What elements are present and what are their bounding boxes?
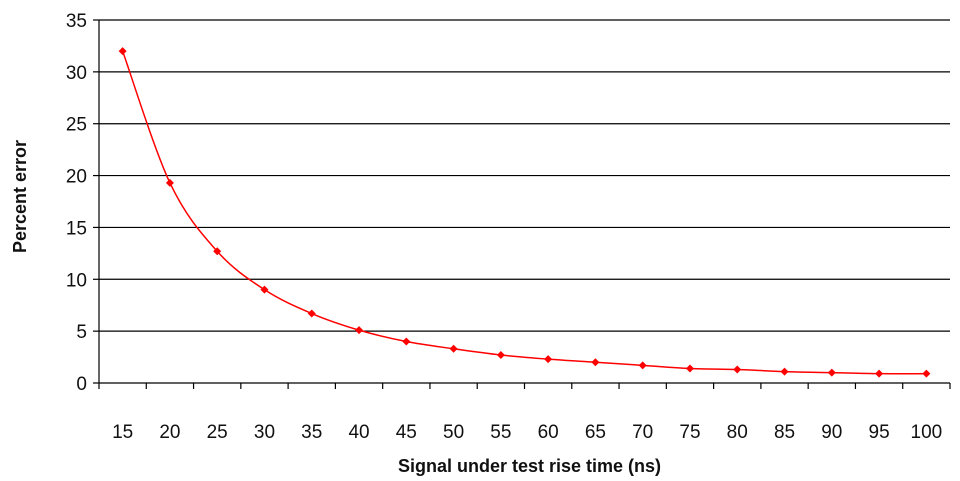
x-tick-label: 90 [821, 422, 842, 443]
data-point [497, 351, 505, 359]
x-tick-label: 15 [112, 422, 133, 443]
x-tick-label: 25 [207, 422, 228, 443]
y-tick-label: 35 [66, 11, 87, 32]
y-axis-ticks: 0 5 10 15 20 25 30 35 [66, 11, 99, 395]
y-tick-label: 5 [76, 322, 87, 343]
x-tick-label: 65 [585, 422, 606, 443]
data-point [828, 369, 836, 377]
y-tick-label: 10 [66, 270, 87, 291]
series-line [123, 51, 927, 374]
x-tick-label: 70 [632, 422, 653, 443]
x-tick-label: 30 [254, 422, 275, 443]
y-axis-title: Percent error [10, 140, 30, 253]
data-point [450, 345, 458, 353]
x-tick-label: 35 [301, 422, 322, 443]
x-tick-label: 75 [679, 422, 700, 443]
x-tick-label: 20 [159, 422, 180, 443]
data-point [733, 366, 741, 374]
data-point [166, 179, 174, 187]
x-axis-ticks: 15 20 25 30 35 40 45 50 55 60 65 70 75 80 85 90 95 100 [99, 383, 950, 443]
x-tick-label: 45 [396, 422, 417, 443]
x-tick-label: 85 [774, 422, 795, 443]
y-tick-label: 0 [76, 374, 87, 395]
data-point [781, 368, 789, 376]
data-point [686, 364, 694, 372]
grid-lines [99, 20, 950, 331]
y-tick-label: 20 [66, 167, 87, 188]
x-tick-label: 50 [443, 422, 464, 443]
y-tick-label: 15 [66, 218, 87, 239]
data-point [260, 286, 268, 294]
data-point [922, 370, 930, 378]
x-tick-label: 80 [727, 422, 748, 443]
series-layer [119, 47, 931, 378]
data-point [402, 338, 410, 346]
x-tick-label: 40 [348, 422, 369, 443]
data-point [355, 326, 363, 334]
x-axis-title: Signal under test rise time (ns) [398, 456, 661, 476]
data-point [875, 370, 883, 378]
y-tick-label: 25 [66, 115, 87, 136]
data-point [591, 358, 599, 366]
x-tick-label: 60 [538, 422, 559, 443]
x-tick-label: 55 [490, 422, 511, 443]
x-tick-label: 95 [869, 422, 890, 443]
data-point [308, 310, 316, 318]
data-point [119, 47, 127, 55]
data-point [544, 355, 552, 363]
data-point [639, 361, 647, 369]
x-tick-label: 100 [911, 422, 943, 443]
y-tick-label: 30 [66, 63, 87, 84]
